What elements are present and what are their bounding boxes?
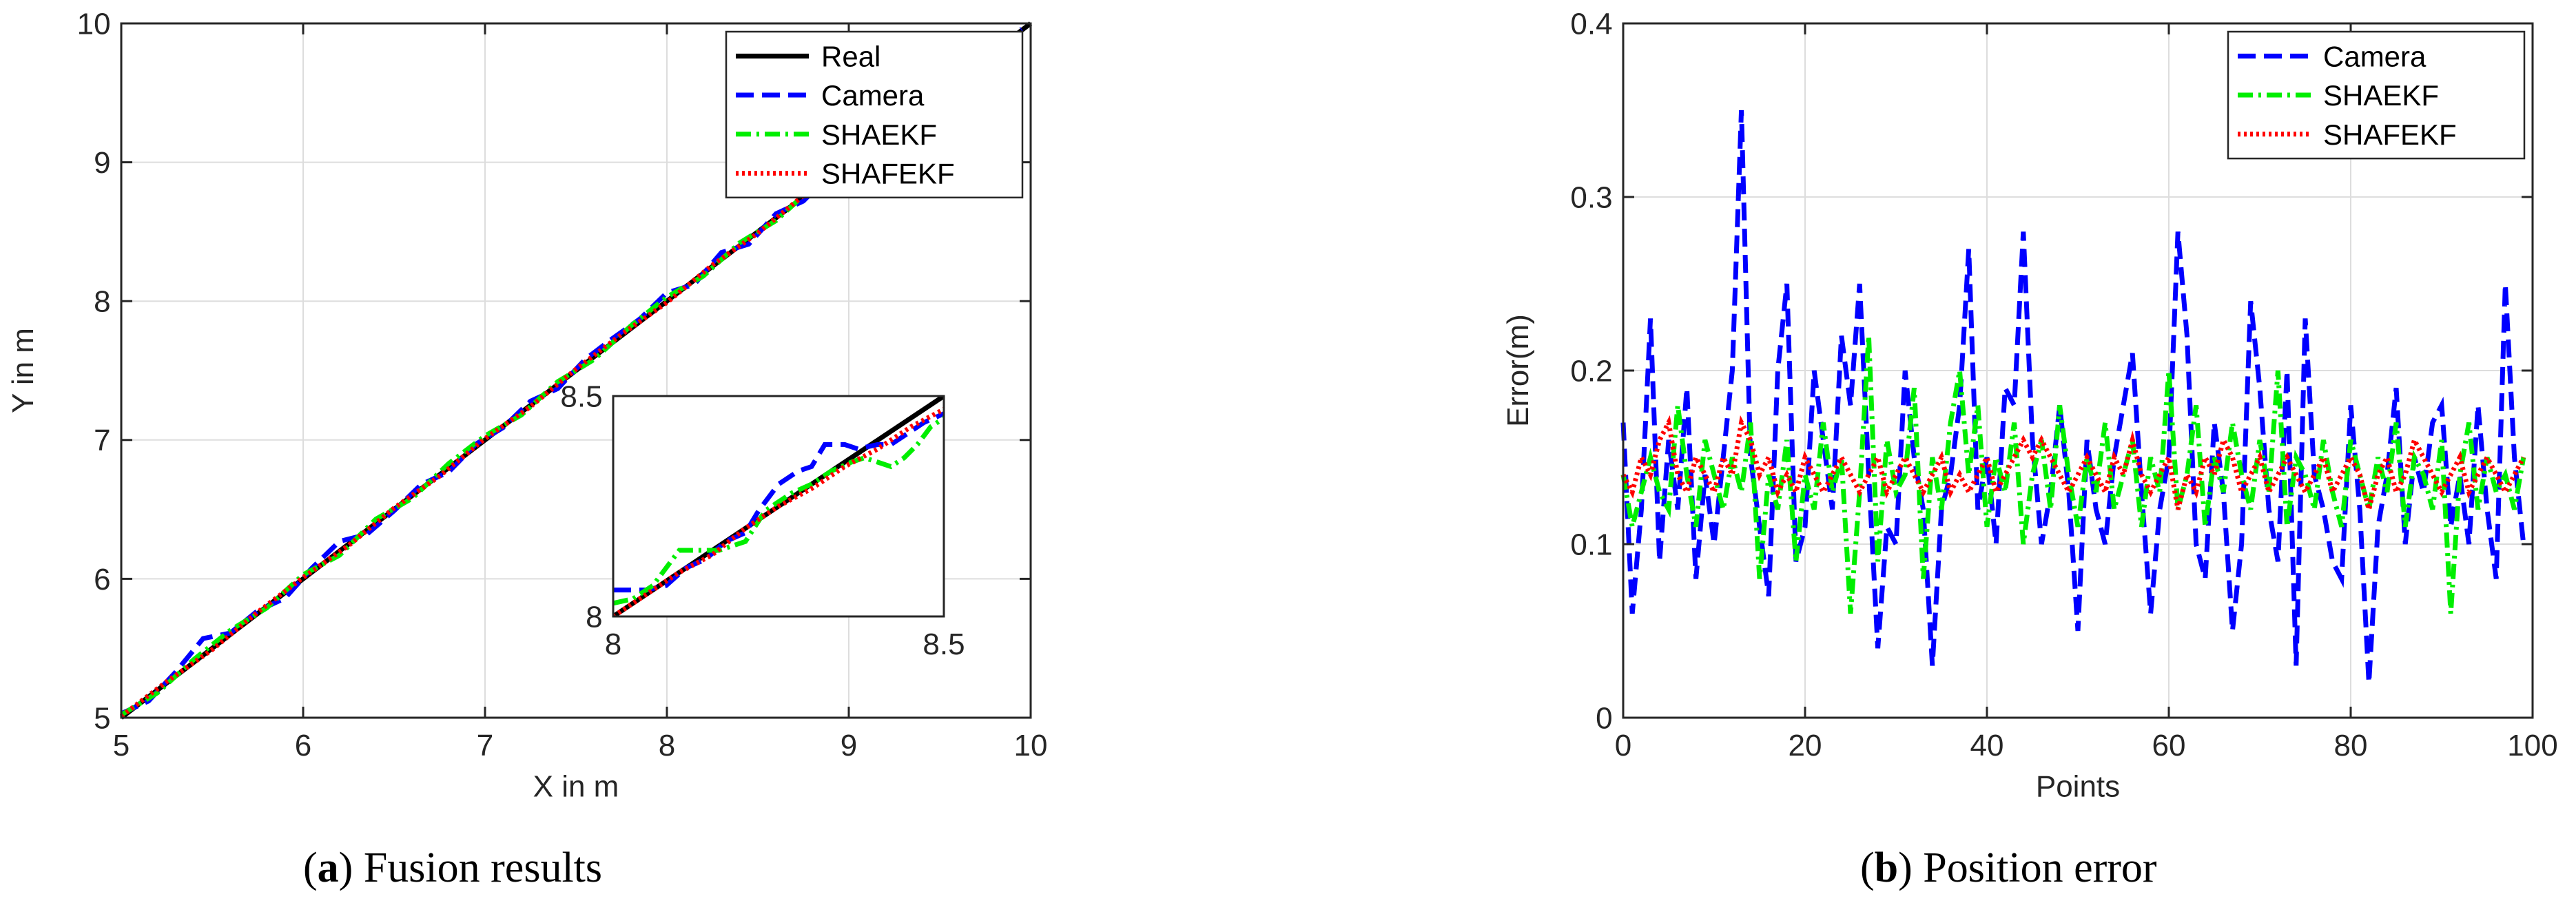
y-tick-label: 9 [94,146,110,180]
y-tick-label: 6 [94,563,110,596]
y-tick-label: 10 [77,7,111,41]
x-tick-label: 8 [659,729,675,762]
y-tick-label: 0.1 [1570,528,1612,561]
legend-label-shaekf: SHAEKF [821,118,937,151]
x-tick-label: 7 [477,729,493,762]
caption-b-text: Position error [1912,844,2157,891]
x-tick-label: 5 [113,729,130,762]
legend-box [725,30,1024,199]
y-tick-label: 0 [1596,701,1612,735]
legend-label-shaekf: SHAEKF [2323,79,2439,112]
y-tick-label: 7 [94,424,110,457]
y-tick-label: 0.4 [1570,7,1612,41]
x-tick-label: 20 [1789,729,1822,762]
x-tick-label: 10 [1014,729,1048,762]
axes-frame [120,22,1032,719]
legend-label-shafekf: SHAFEKF [2323,118,2457,151]
inset-chart: 8 8.5 8 8.5 [560,380,965,661]
x-tick-label: 6 [295,729,311,762]
chart-a: 5 6 7 8 9 10 5 6 7 8 9 10 X in m Y in m Real Camera SHAE… [6,7,1047,803]
x-tick-label: 8.5 [923,627,965,661]
caption-a-letter: a [317,844,339,891]
x-axis-label: Points [2036,769,2120,803]
x-tick-label: 100 [2507,729,2557,762]
x-tick-label: 9 [841,729,857,762]
axes-frame [612,395,945,618]
inset-series-camera [613,411,944,593]
y-tick-label: 8 [586,600,602,634]
caption-b: (b) Position error [1860,844,2157,891]
inset-series-shaekf [613,416,944,606]
y-tick-label: 0.2 [1570,354,1612,388]
chart-b: 0 20 40 60 80 100 0 0.1 0.2 0.3 0.4 Points Error(m) C… [1501,7,2558,803]
series-shaekf [1620,335,2526,614]
y-tick-label: 5 [94,701,110,735]
legend-label-real: Real [821,40,880,72]
y-tick-label: 0.3 [1570,180,1612,214]
y-axis-label: Error(m) [1501,314,1535,427]
x-tick-label: 0 [1615,729,1631,762]
x-tick-label: 60 [2152,729,2186,762]
x-tick-label: 8 [605,627,621,661]
y-axis-label: Y in m [6,328,40,413]
y-tick-label: 8.5 [560,380,602,413]
legend-label-camera: Camera [2323,40,2426,72]
y-tick-label: 8 [94,285,110,319]
caption-a: (a) Fusion results [303,844,603,891]
x-axis-label: X in m [533,769,619,803]
x-tick-label: 80 [2334,729,2368,762]
inset-series-shafekf [613,407,944,616]
legend-label-shafekf: SHAFEKF [821,158,955,190]
x-tick-label: 40 [1970,729,2004,762]
caption-b-letter: b [1874,844,1899,891]
series-shafekf [1620,415,2526,519]
legend-label-camera: Camera [821,79,925,112]
caption-a-text: Fusion results [353,844,603,891]
